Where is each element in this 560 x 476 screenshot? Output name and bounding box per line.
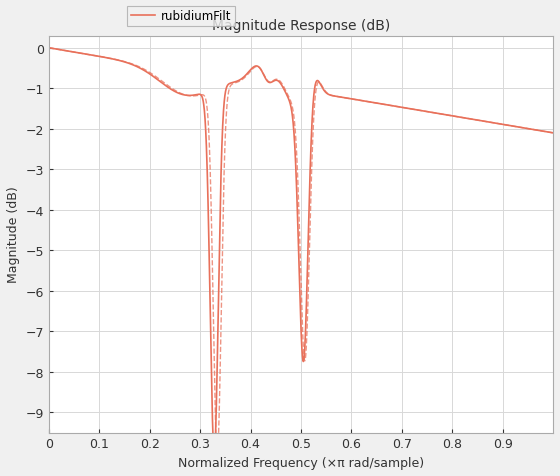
rubidiumFilt bbox=[103, 56, 110, 61]
X-axis label: Normalized Frequency (×π rad/sample): Normalized Frequency (×π rad/sample) bbox=[178, 456, 424, 469]
rubidiumFilt bbox=[486, 120, 492, 126]
rubidiumFilt bbox=[550, 131, 557, 137]
Legend: rubidiumFilt: rubidiumFilt bbox=[128, 7, 235, 27]
Y-axis label: Magnitude (dB): Magnitude (dB) bbox=[7, 187, 20, 283]
rubidiumFilt bbox=[133, 64, 139, 70]
rubidiumFilt bbox=[261, 74, 268, 79]
rubidiumFilt bbox=[45, 46, 52, 51]
rubidiumFilt bbox=[239, 76, 246, 82]
Line: rubidiumFilt: rubidiumFilt bbox=[49, 49, 553, 453]
Title: Magnitude Response (dB): Magnitude Response (dB) bbox=[212, 19, 390, 32]
rubidiumFilt bbox=[540, 129, 547, 135]
rubidiumFilt bbox=[211, 450, 218, 456]
